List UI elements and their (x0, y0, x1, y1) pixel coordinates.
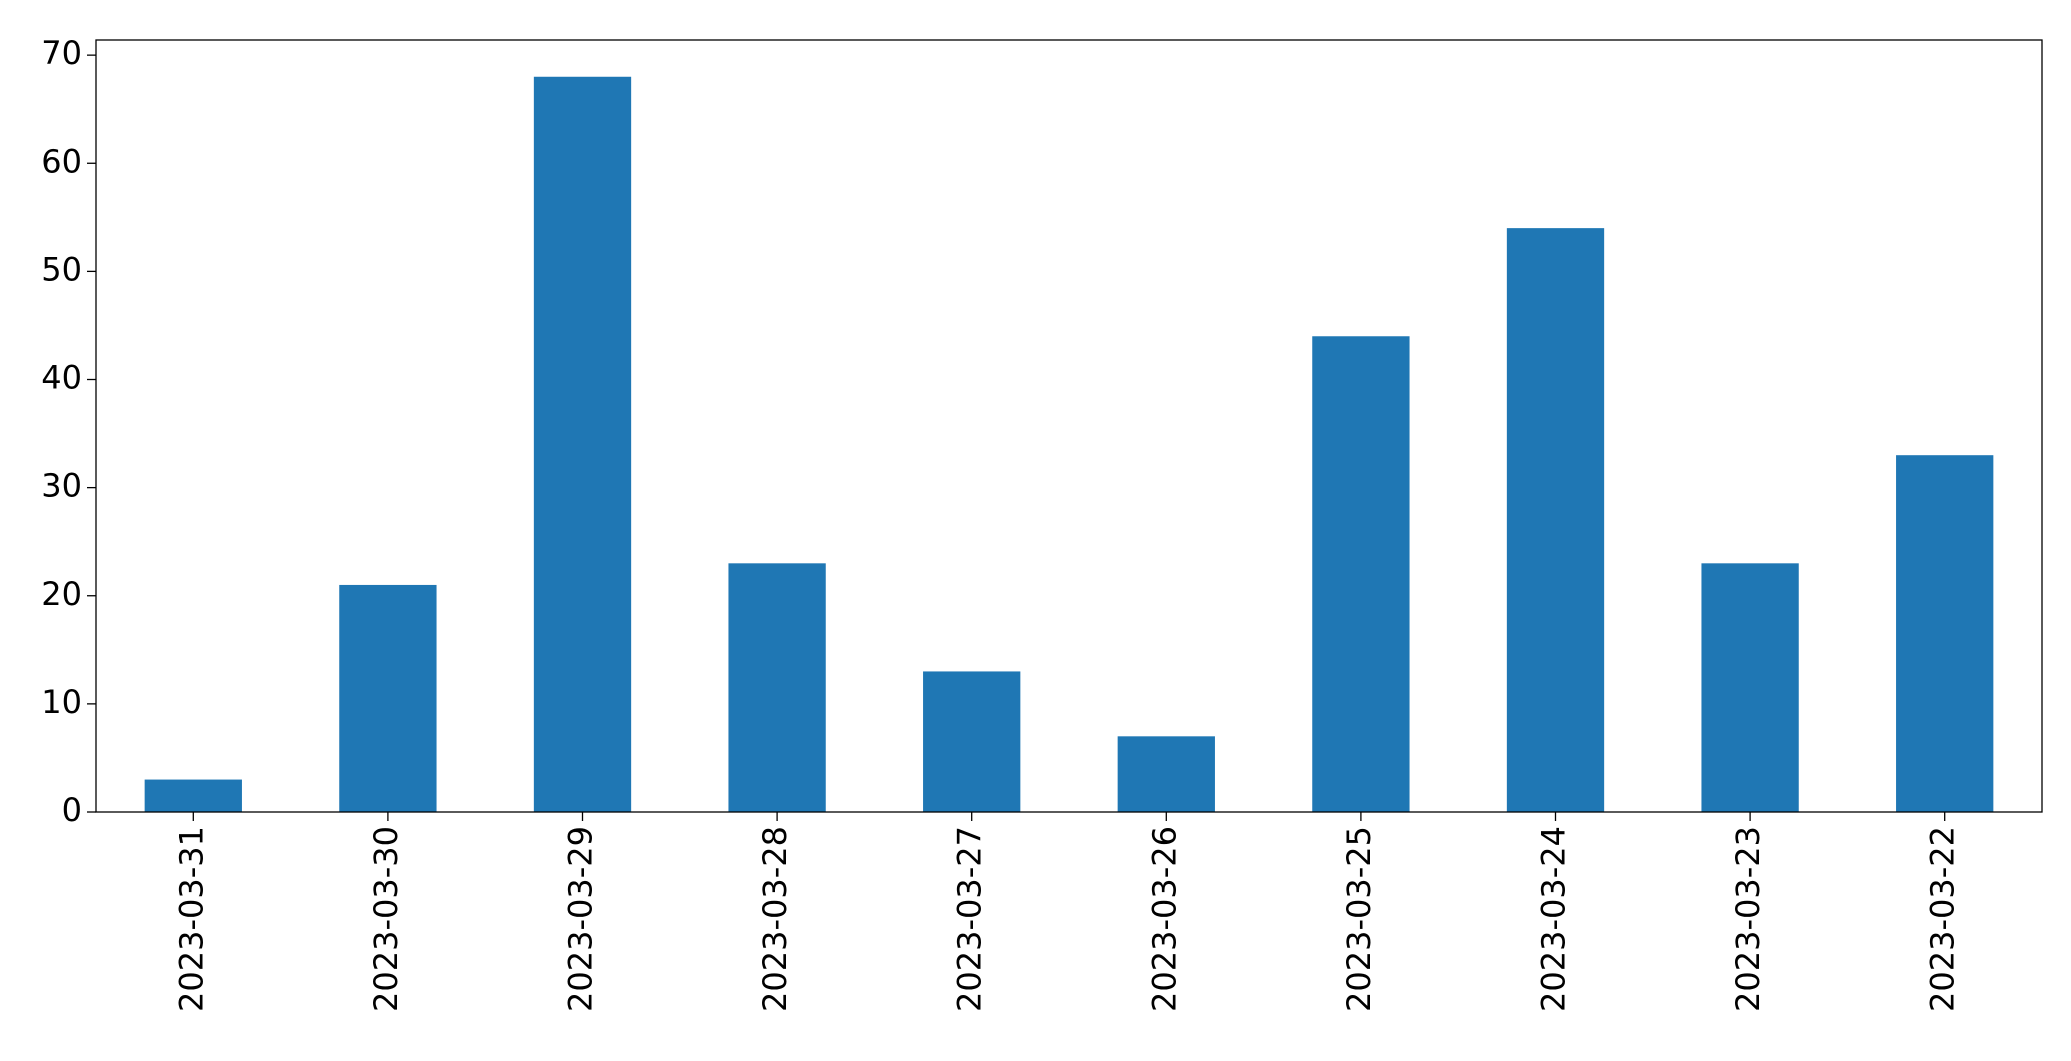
x-tick-label: 2023-03-29 (562, 826, 600, 1012)
y-tick-label: 30 (41, 467, 82, 505)
x-tick-label: 2023-03-24 (1535, 826, 1573, 1012)
x-tick-label: 2023-03-30 (367, 826, 405, 1012)
bar (728, 563, 826, 812)
y-tick-label: 60 (41, 142, 82, 180)
plot-frame (95, 39, 2043, 813)
bar (1701, 563, 1799, 812)
bar (144, 779, 242, 812)
x-tick-label: 2023-03-26 (1145, 826, 1183, 1012)
y-tick-label: 70 (41, 34, 82, 72)
bar (1312, 336, 1410, 812)
y-tick-label: 20 (41, 575, 82, 613)
x-tick-label: 2023-03-31 (172, 826, 210, 1012)
bar (1506, 228, 1605, 812)
y-tick-label: 50 (41, 250, 82, 288)
bar (923, 671, 1021, 812)
bar (1117, 736, 1215, 812)
y-tick-label: 0 (62, 791, 82, 829)
bar (1896, 455, 1994, 812)
y-tick-label: 40 (41, 359, 82, 397)
x-tick-label: 2023-03-23 (1729, 826, 1767, 1012)
x-tick-label: 2023-03-22 (1924, 826, 1962, 1012)
x-tick-label: 2023-03-25 (1340, 826, 1378, 1012)
bar (339, 584, 437, 812)
x-tick-label: 2023-03-27 (951, 826, 989, 1012)
y-tick-label: 10 (41, 683, 82, 721)
bar (533, 76, 632, 812)
x-tick-label: 2023-03-28 (756, 826, 794, 1012)
